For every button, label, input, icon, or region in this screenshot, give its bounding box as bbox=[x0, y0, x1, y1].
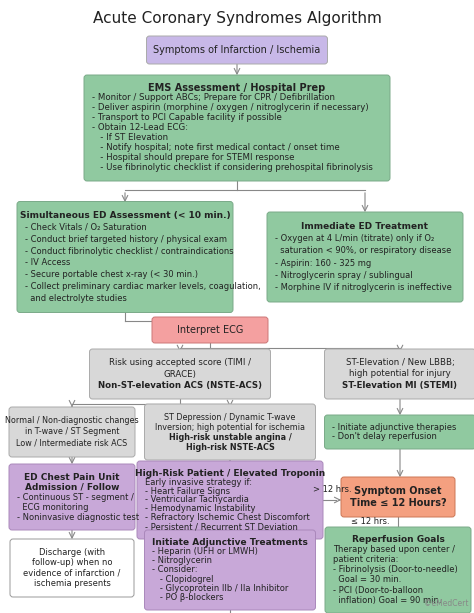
Text: ©eMedCert: ©eMedCert bbox=[425, 599, 469, 608]
Text: - Secure portable chest x-ray (< 30 min.): - Secure portable chest x-ray (< 30 min.… bbox=[25, 270, 198, 280]
FancyBboxPatch shape bbox=[152, 317, 268, 343]
Text: Simultaneous ED Assessment (< 10 min.): Simultaneous ED Assessment (< 10 min.) bbox=[20, 211, 230, 220]
FancyBboxPatch shape bbox=[145, 530, 316, 610]
Text: Early invasive strategy if:: Early invasive strategy if: bbox=[145, 478, 252, 487]
FancyBboxPatch shape bbox=[9, 407, 135, 457]
Text: - Conduct brief targeted history / physical exam: - Conduct brief targeted history / physi… bbox=[25, 235, 227, 244]
Text: - Heart Failure Signs: - Heart Failure Signs bbox=[145, 487, 230, 496]
Text: - Refractory Ischemic Chest Discomfort: - Refractory Ischemic Chest Discomfort bbox=[145, 513, 310, 522]
Text: - Use fibrinolytic checklist if considering prehospital fibrinolysis: - Use fibrinolytic checklist if consider… bbox=[92, 164, 373, 172]
Text: - Ventricular Tachycardia: - Ventricular Tachycardia bbox=[145, 495, 249, 504]
Text: - Glycoprotein IIb / IIa Inhibitor: - Glycoprotein IIb / IIa Inhibitor bbox=[153, 584, 289, 593]
Text: - Oxygen at 4 L/min (titrate) only if O₂: - Oxygen at 4 L/min (titrate) only if O₂ bbox=[275, 234, 434, 243]
Text: - Initiate adjunctive therapies: - Initiate adjunctive therapies bbox=[332, 423, 457, 432]
Text: - Hemodynamic Instability: - Hemodynamic Instability bbox=[145, 504, 255, 513]
FancyBboxPatch shape bbox=[9, 464, 135, 530]
Text: High-Risk Patient / Elevated Troponin: High-Risk Patient / Elevated Troponin bbox=[135, 469, 325, 478]
Text: Initiate Adjunctive Treatments: Initiate Adjunctive Treatments bbox=[152, 538, 308, 547]
Text: in T-wave / ST Segment: in T-wave / ST Segment bbox=[25, 427, 119, 436]
Text: High-risk NSTE-ACS: High-risk NSTE-ACS bbox=[185, 443, 274, 452]
Text: - IV Access: - IV Access bbox=[25, 259, 70, 267]
Text: - Morphine IV if nitroglycerin is ineffective: - Morphine IV if nitroglycerin is ineffe… bbox=[275, 283, 452, 292]
Text: ST-Elevation MI (STEMI): ST-Elevation MI (STEMI) bbox=[343, 381, 457, 390]
Text: - Conduct fibrinolytic checklist / contraindications: - Conduct fibrinolytic checklist / contr… bbox=[25, 246, 234, 256]
FancyBboxPatch shape bbox=[90, 349, 271, 399]
Text: - Noninvasive diagnostic test: - Noninvasive diagnostic test bbox=[17, 512, 139, 522]
Text: Symptoms of Infarction / Ischemia: Symptoms of Infarction / Ischemia bbox=[154, 45, 320, 55]
Text: High-risk unstable angina /: High-risk unstable angina / bbox=[169, 433, 292, 441]
Text: - Clopidogrel: - Clopidogrel bbox=[153, 574, 214, 584]
Text: Discharge (with: Discharge (with bbox=[39, 548, 105, 557]
Text: ischemia presents: ischemia presents bbox=[34, 579, 110, 588]
FancyBboxPatch shape bbox=[325, 527, 471, 613]
FancyBboxPatch shape bbox=[325, 415, 474, 449]
Text: - Obtain 12-Lead ECG:: - Obtain 12-Lead ECG: bbox=[92, 123, 188, 132]
Text: evidence of infarction /: evidence of infarction / bbox=[23, 569, 121, 577]
Text: and electrolyte studies: and electrolyte studies bbox=[25, 294, 127, 303]
Text: - Nitroglycerin: - Nitroglycerin bbox=[153, 557, 212, 565]
Text: Normal / Non-diagnostic changes: Normal / Non-diagnostic changes bbox=[5, 416, 139, 425]
FancyBboxPatch shape bbox=[84, 75, 390, 181]
FancyBboxPatch shape bbox=[341, 477, 455, 517]
FancyBboxPatch shape bbox=[137, 461, 323, 539]
Text: - Heparin (UFH or LMWH): - Heparin (UFH or LMWH) bbox=[153, 547, 258, 556]
Text: - Persistent / Recurrent ST Deviation: - Persistent / Recurrent ST Deviation bbox=[145, 522, 298, 531]
FancyBboxPatch shape bbox=[10, 539, 134, 597]
Text: EMS Assessment / Hospital Prep: EMS Assessment / Hospital Prep bbox=[148, 83, 326, 93]
Text: Acute Coronary Syndromes Algorithm: Acute Coronary Syndromes Algorithm bbox=[92, 10, 382, 26]
Text: - PCI (Door-to-balloon: - PCI (Door-to-balloon bbox=[333, 585, 423, 595]
Text: - If ST Elevation: - If ST Elevation bbox=[92, 134, 168, 142]
Text: - Notify hospital; note first medical contact / onset time: - Notify hospital; note first medical co… bbox=[92, 143, 340, 153]
Text: patient criteria:: patient criteria: bbox=[333, 555, 398, 565]
Text: ST-Elevation / New LBBB;: ST-Elevation / New LBBB; bbox=[346, 358, 455, 367]
Text: - Collect preliminary cardiac marker levels, coagulation,: - Collect preliminary cardiac marker lev… bbox=[25, 282, 261, 291]
FancyBboxPatch shape bbox=[325, 349, 474, 399]
Text: high potential for injury: high potential for injury bbox=[349, 370, 451, 378]
Text: Symptom Onset: Symptom Onset bbox=[354, 486, 442, 496]
Text: - Transport to PCI Capable facility if possible: - Transport to PCI Capable facility if p… bbox=[92, 113, 282, 123]
Text: ED Chest Pain Unit: ED Chest Pain Unit bbox=[24, 473, 120, 481]
Text: - Monitor / Support ABCs; Prepare for CPR / Defibrillation: - Monitor / Support ABCs; Prepare for CP… bbox=[92, 94, 335, 102]
Text: - Continuous ST - segment /: - Continuous ST - segment / bbox=[17, 492, 134, 501]
Text: Interpret ECG: Interpret ECG bbox=[177, 325, 243, 335]
Text: Low / Intermediate risk ACS: Low / Intermediate risk ACS bbox=[17, 439, 128, 448]
Text: - Deliver aspirin (morphine / oxygen / nitroglycerin if necessary): - Deliver aspirin (morphine / oxygen / n… bbox=[92, 104, 369, 113]
Text: Goal = 30 min.: Goal = 30 min. bbox=[333, 576, 401, 585]
Text: inflation) Goal = 90 min.: inflation) Goal = 90 min. bbox=[333, 595, 441, 604]
Text: - Consider:: - Consider: bbox=[153, 566, 198, 574]
Text: Reperfusion Goals: Reperfusion Goals bbox=[352, 536, 445, 544]
FancyBboxPatch shape bbox=[145, 404, 316, 460]
Text: - PO β-blockers: - PO β-blockers bbox=[153, 593, 224, 602]
Text: - Hospital should prepare for STEMI response: - Hospital should prepare for STEMI resp… bbox=[92, 153, 294, 162]
Text: Inversion; high potential for ischemia: Inversion; high potential for ischemia bbox=[155, 422, 305, 432]
Text: Therapy based upon center /: Therapy based upon center / bbox=[333, 546, 455, 555]
Text: - Don't delay reperfusion: - Don't delay reperfusion bbox=[332, 432, 438, 441]
Text: - Check Vitals / O₂ Saturation: - Check Vitals / O₂ Saturation bbox=[25, 223, 147, 232]
FancyBboxPatch shape bbox=[17, 202, 233, 313]
Text: Non-ST-elevation ACS (NSTE-ACS): Non-ST-elevation ACS (NSTE-ACS) bbox=[98, 381, 262, 390]
Text: - Fibrinolysis (Door-to-needle): - Fibrinolysis (Door-to-needle) bbox=[333, 566, 458, 574]
Text: Immediate ED Treatment: Immediate ED Treatment bbox=[301, 222, 428, 230]
Text: - Aspirin: 160 - 325 mg: - Aspirin: 160 - 325 mg bbox=[275, 259, 371, 268]
Text: > 12 hrs.: > 12 hrs. bbox=[313, 485, 351, 494]
Text: follow-up) when no: follow-up) when no bbox=[32, 558, 112, 567]
Text: Risk using accepted score (TIMI /: Risk using accepted score (TIMI / bbox=[109, 358, 251, 367]
Text: ECG monitoring: ECG monitoring bbox=[17, 503, 89, 511]
Text: saturation < 90%, or respiratory disease: saturation < 90%, or respiratory disease bbox=[275, 246, 451, 256]
Text: Time ≤ 12 Hours?: Time ≤ 12 Hours? bbox=[350, 498, 447, 508]
Text: Admission / Follow: Admission / Follow bbox=[25, 482, 119, 492]
Text: ST Depression / Dynamic T-wave: ST Depression / Dynamic T-wave bbox=[164, 413, 296, 422]
FancyBboxPatch shape bbox=[267, 212, 463, 302]
Text: ≤ 12 hrs.: ≤ 12 hrs. bbox=[351, 517, 389, 527]
FancyBboxPatch shape bbox=[146, 36, 328, 64]
Text: GRACE): GRACE) bbox=[164, 370, 196, 378]
Text: - Nitroglycerin spray / sublingual: - Nitroglycerin spray / sublingual bbox=[275, 271, 413, 280]
